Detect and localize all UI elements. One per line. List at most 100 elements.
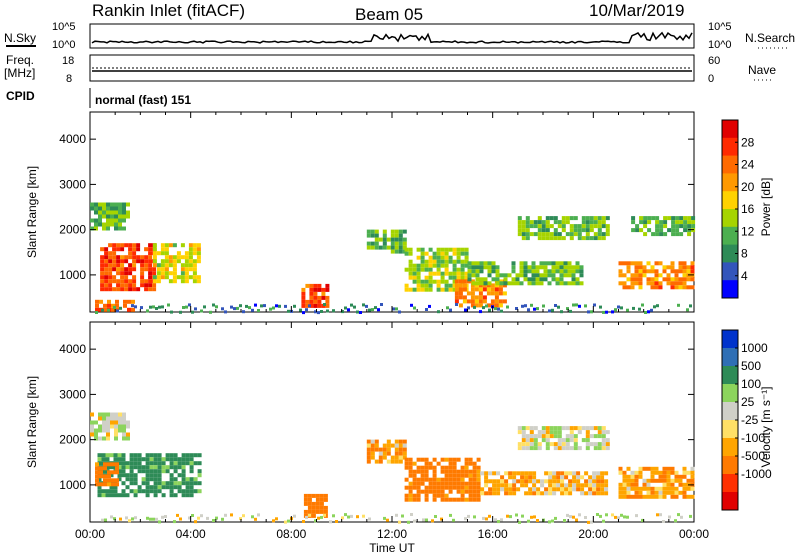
heatmap-cell	[161, 481, 166, 486]
heatmap-cell	[599, 514, 602, 518]
heatmap-cell	[467, 265, 472, 270]
heatmap-cell	[508, 491, 513, 496]
heatmap-cell	[533, 307, 536, 311]
heatmap-cell	[437, 310, 440, 314]
heatmap-cell	[148, 283, 153, 288]
heatmap-cell	[485, 304, 488, 308]
heatmap-cell	[106, 432, 110, 437]
heatmap-cell	[193, 477, 198, 482]
heatmap-cell	[157, 489, 162, 494]
heatmap-cell	[200, 514, 203, 518]
heatmap-cell	[511, 261, 516, 266]
heatmap-cell	[108, 263, 113, 268]
heatmap-cell	[125, 461, 130, 466]
heatmap-cell	[670, 269, 675, 274]
colorbar-tick-label: -25	[741, 413, 759, 427]
heatmap-cell	[452, 251, 457, 256]
heatmap-cell	[90, 202, 94, 207]
heatmap-cell	[690, 478, 695, 483]
heatmap-cell	[584, 491, 589, 496]
heatmap-cell	[512, 471, 517, 476]
heatmap-cell	[114, 424, 118, 429]
heatmap-cell	[131, 299, 135, 304]
heatmap-cell	[432, 259, 437, 264]
heatmap-cell	[580, 491, 585, 496]
heatmap-cell	[535, 265, 540, 270]
heatmap-cell	[543, 261, 548, 266]
heatmap-cell	[374, 229, 379, 234]
heatmap-cell	[569, 224, 574, 229]
heatmap-cell	[404, 461, 409, 466]
heatmap-cell	[444, 255, 449, 260]
heatmap-cell	[116, 263, 121, 268]
heatmap-cell	[215, 305, 218, 309]
heatmap-cell	[155, 307, 158, 310]
heatmap-cell	[148, 271, 153, 276]
heatmap-cell	[472, 485, 477, 490]
heatmap-cell	[618, 281, 623, 286]
heatmap-cell	[321, 295, 326, 300]
heatmap-cell	[118, 222, 122, 227]
heatmap-cell	[184, 263, 189, 268]
heatmap-cell	[569, 426, 574, 431]
heatmap-cell	[315, 509, 320, 514]
heatmap-cell	[557, 434, 562, 439]
heatmap-cell	[630, 478, 635, 483]
heatmap-cell	[169, 461, 174, 466]
heatmap-cell	[98, 222, 102, 227]
heatmap-cell	[540, 491, 545, 496]
heatmap-cell	[559, 281, 564, 286]
heatmap-cell	[390, 245, 395, 250]
heatmap-cell	[577, 446, 582, 451]
heatmap-cell	[576, 479, 581, 484]
heatmap-cell	[146, 309, 149, 313]
heatmap-cell	[575, 281, 580, 286]
heatmap-cell	[540, 483, 545, 488]
heatmap-cell	[380, 303, 383, 306]
heatmap-cell	[593, 303, 596, 307]
heatmap-cell	[370, 455, 375, 460]
heatmap-cell	[646, 494, 651, 499]
heatmap-cell	[475, 265, 480, 270]
heatmap-cell	[567, 261, 572, 266]
heatmap-cell	[486, 287, 491, 292]
heatmap-cell	[545, 430, 550, 435]
heatmap-cell	[517, 430, 522, 435]
heatmap-cell	[456, 267, 461, 272]
heatmap-cell	[458, 291, 463, 296]
heatmap-cell	[466, 291, 471, 296]
heatmap-cell	[148, 251, 153, 256]
heatmap-cell	[90, 206, 94, 211]
heatmap-cell	[386, 439, 391, 444]
heatmap-cell	[549, 224, 554, 229]
heatmap-cell	[634, 494, 639, 499]
heatmap-cell	[622, 486, 627, 491]
heatmap-cell	[452, 518, 455, 522]
heatmap-cell	[113, 489, 118, 494]
heatmap-cell	[103, 303, 107, 308]
heatmap-cell	[600, 483, 605, 488]
heatmap-cell	[539, 265, 544, 270]
heatmap-cell	[537, 220, 542, 225]
heatmap-cell	[117, 465, 122, 470]
heatmap-cell	[504, 483, 509, 488]
heatmap-cell	[617, 305, 620, 309]
heatmap-cell	[177, 489, 182, 494]
heatmap-cell	[683, 216, 688, 221]
heatmap-cell	[468, 457, 473, 462]
heatmap-cell	[541, 434, 546, 439]
heatmap-cell	[662, 490, 667, 495]
heatmap-cell	[122, 436, 126, 441]
heatmap-cell	[519, 269, 524, 274]
heatmap-cell	[347, 308, 350, 312]
heatmap-cell	[521, 446, 526, 451]
heatmap-cell	[112, 287, 117, 292]
heatmap-cell	[642, 478, 647, 483]
heatmap-cell	[646, 490, 651, 495]
heatmap-cell	[153, 481, 158, 486]
heatmap-cell	[444, 267, 449, 272]
heatmap-cell	[424, 283, 429, 288]
heatmap-cell	[560, 475, 565, 480]
heatmap-cell	[103, 307, 107, 312]
heatmap-cell	[412, 493, 417, 498]
